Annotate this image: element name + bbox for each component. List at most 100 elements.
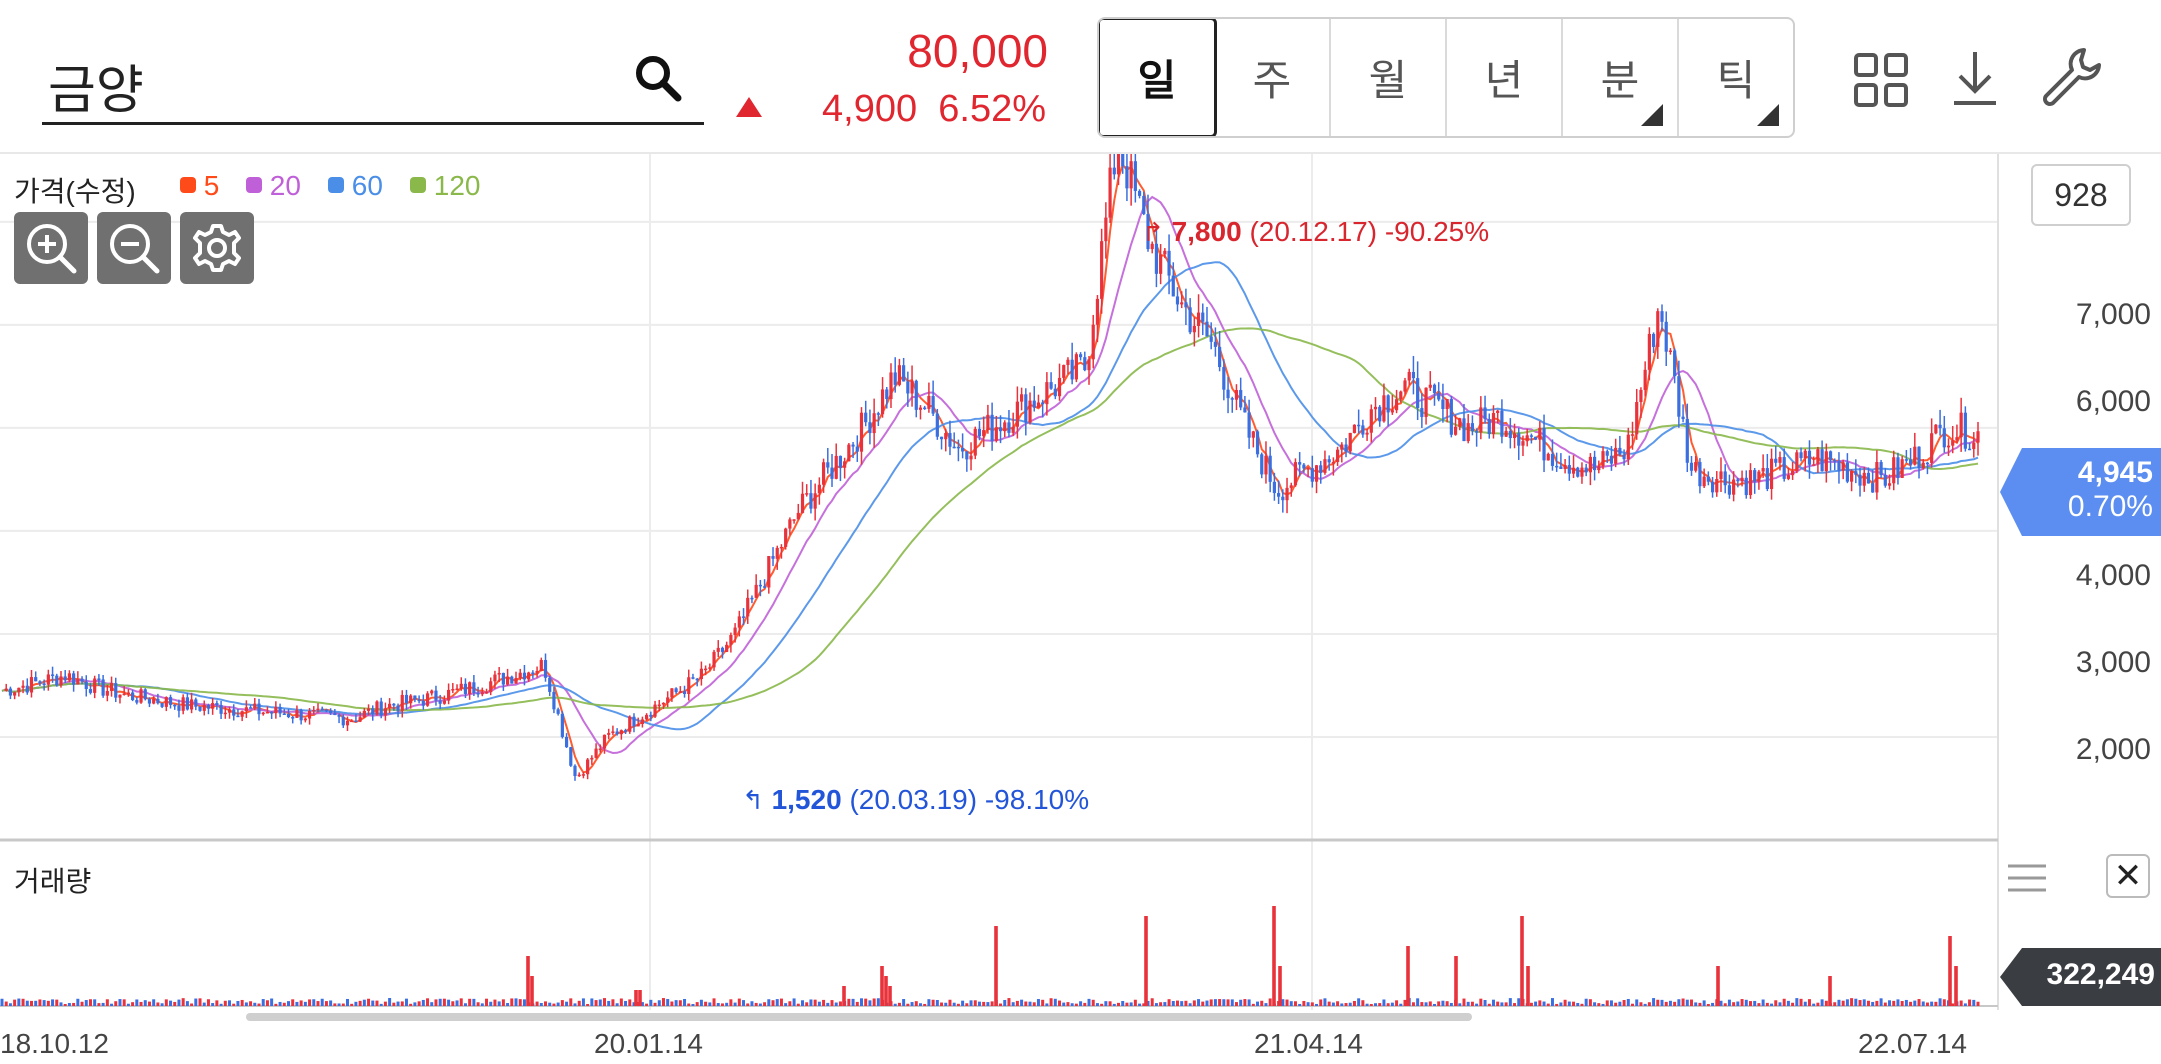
- volume-bar: [169, 1000, 173, 1006]
- legend-label: 5: [203, 170, 220, 201]
- search-icon[interactable]: [632, 52, 684, 104]
- candle-body: [990, 414, 994, 441]
- search-input[interactable]: 금양: [42, 30, 704, 125]
- volume-bar: [114, 1001, 118, 1006]
- y-tick: 2,000: [2075, 733, 2151, 766]
- zoom-in-button[interactable]: [14, 212, 88, 284]
- volume-bar: [801, 1000, 805, 1006]
- candle-body: [244, 707, 248, 712]
- candle-body: [577, 774, 581, 777]
- candle-body: [345, 720, 350, 726]
- candle-body: [527, 672, 531, 680]
- candle-body: [961, 447, 965, 452]
- price-chart[interactable]: [0, 154, 2161, 1064]
- download-icon[interactable]: [1950, 48, 2000, 108]
- candle-body: [619, 730, 623, 735]
- tab-minute[interactable]: 분: [1563, 19, 1679, 136]
- candle-body: [1921, 462, 1925, 469]
- candle-body: [1327, 459, 1331, 463]
- high-detail: (20.12.17) -90.25%: [1249, 216, 1490, 247]
- wrench-icon[interactable]: [2040, 44, 2104, 108]
- candle-body: [1213, 341, 1218, 347]
- axis-value-box[interactable]: 928: [2031, 164, 2131, 226]
- volume-bar: [350, 1003, 354, 1006]
- candle-body: [1453, 426, 1458, 435]
- x-tick: 22.07.14: [1858, 1028, 1967, 1059]
- candle-body: [122, 693, 126, 696]
- volume-bar: [80, 1001, 84, 1006]
- volume-bar: [211, 1003, 215, 1006]
- candle-body: [767, 556, 771, 588]
- volume-bar: [1188, 1003, 1192, 1006]
- candle-body: [1605, 451, 1609, 456]
- volume-bar: [1487, 1003, 1491, 1006]
- candle-body: [586, 759, 590, 775]
- search-value: 금양: [48, 62, 144, 120]
- chart-settings-button[interactable]: [180, 212, 254, 284]
- tab-monthly[interactable]: 월: [1331, 19, 1447, 136]
- volume-bar: [1167, 999, 1171, 1006]
- candle-body: [1828, 451, 1833, 461]
- tab-weekly[interactable]: 주: [1215, 19, 1331, 136]
- tab-daily[interactable]: 일: [1099, 19, 1217, 136]
- candle-body: [1125, 166, 1129, 189]
- volume-bar: [918, 1003, 922, 1006]
- volume-bar: [1698, 1002, 1702, 1006]
- candle-body: [1331, 461, 1335, 464]
- volume-bar: [750, 1001, 754, 1006]
- ma-legend-120[interactable]: 120: [410, 170, 481, 202]
- candle-body: [501, 672, 505, 685]
- volume-bar: [632, 1002, 636, 1006]
- candle-body: [139, 689, 143, 703]
- menu-icon[interactable]: [2006, 862, 2048, 894]
- ma-legend-60[interactable]: 60: [328, 170, 383, 202]
- volume-bar: [51, 999, 55, 1006]
- grid-icon[interactable]: [1853, 52, 1909, 108]
- candle-body: [855, 446, 859, 452]
- ma-legend-5[interactable]: 5: [180, 170, 219, 202]
- candle-body: [872, 413, 876, 434]
- candle-body: [897, 365, 902, 385]
- candle-body: [1019, 394, 1024, 402]
- candle-body: [505, 676, 510, 685]
- volume-bar: [1315, 1003, 1319, 1006]
- volume-bar: [1011, 1002, 1015, 1006]
- low-annotation: ↰ 1,520 (20.03.19) -98.10%: [742, 784, 1090, 815]
- candle-body: [1542, 427, 1546, 461]
- candle-body: [1824, 451, 1828, 472]
- candle-body: [1643, 369, 1647, 390]
- candle-body: [902, 365, 906, 382]
- candle-body: [1462, 418, 1466, 442]
- ma-legend-20[interactable]: 20: [246, 170, 301, 202]
- volume-bar: [1727, 999, 1731, 1006]
- volume-bar: [1664, 1001, 1668, 1006]
- candle-body: [1896, 457, 1900, 478]
- candle-body: [1298, 462, 1302, 465]
- candle-body: [1188, 307, 1192, 333]
- candle-body: [691, 677, 695, 679]
- volume-bar: [122, 999, 126, 1006]
- candle-body: [1908, 459, 1913, 465]
- candle-body: [1234, 390, 1239, 400]
- volume-bar: [308, 999, 312, 1006]
- candle-body: [1845, 462, 1849, 482]
- tab-yearly[interactable]: 년: [1447, 19, 1563, 136]
- candle-body: [1955, 437, 1959, 441]
- volume-bar: [329, 1000, 333, 1006]
- candle-body: [994, 427, 998, 441]
- volume-bar: [118, 999, 122, 1006]
- volume-bar: [451, 1001, 455, 1006]
- candle-body: [581, 774, 586, 776]
- candle-body: [177, 705, 181, 711]
- tab-tick[interactable]: 틱: [1679, 19, 1793, 136]
- candle-body: [712, 651, 716, 668]
- candle-body: [1306, 468, 1310, 470]
- volume-bar: [286, 1001, 290, 1006]
- volume-bar: [379, 1003, 383, 1006]
- close-volume-button[interactable]: ✕: [2106, 854, 2150, 898]
- volume-bar: [257, 1003, 261, 1006]
- zoom-out-button[interactable]: [97, 212, 171, 284]
- candle-body: [1479, 407, 1483, 433]
- volume-bar: [1310, 1002, 1314, 1006]
- horizontal-scrollbar[interactable]: [246, 1013, 1472, 1021]
